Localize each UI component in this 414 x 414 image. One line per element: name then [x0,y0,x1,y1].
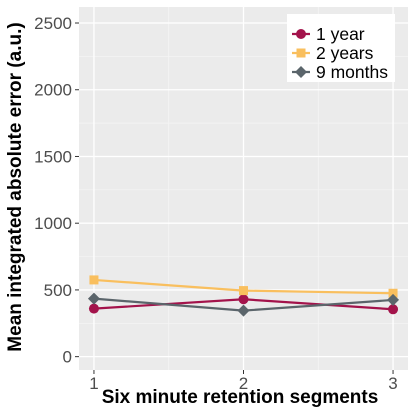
data-point [239,286,248,296]
legend-label: 2 years [316,43,374,63]
x-axis-ticks: 1 2 3 [89,370,398,393]
legend-key-marker [296,48,306,58]
data-point [388,304,399,315]
x-axis-title: Six minute retention segments [102,387,379,408]
y-axis-ticks: 0 500 1000 1500 2000 2500 [34,14,79,367]
legend-key-marker [296,29,306,39]
data-point [88,303,99,314]
legend-label: 9 months [316,62,388,82]
y-tick-label: 1000 [34,214,72,233]
data-point [87,292,100,305]
legend-key-marker [295,66,307,78]
y-tick-label: 2000 [34,81,72,100]
y-tick-label: 500 [44,281,72,300]
y-tick-label: 1500 [34,147,72,166]
series-layer [87,275,400,317]
data-point [387,293,400,306]
data-point [388,288,398,298]
data-point [238,294,249,305]
data-point [237,304,250,317]
x-tick-label: 2 [239,374,248,393]
x-tick-label: 3 [388,374,397,393]
y-axis-title: Mean integrated absolute error (a.u.) [5,22,26,351]
x-tick-label: 1 [89,374,98,393]
y-tick-label: 2500 [34,14,72,33]
y-tick-label: 0 [63,348,72,367]
data-point [89,275,99,285]
legend-label: 1 year [316,24,365,44]
